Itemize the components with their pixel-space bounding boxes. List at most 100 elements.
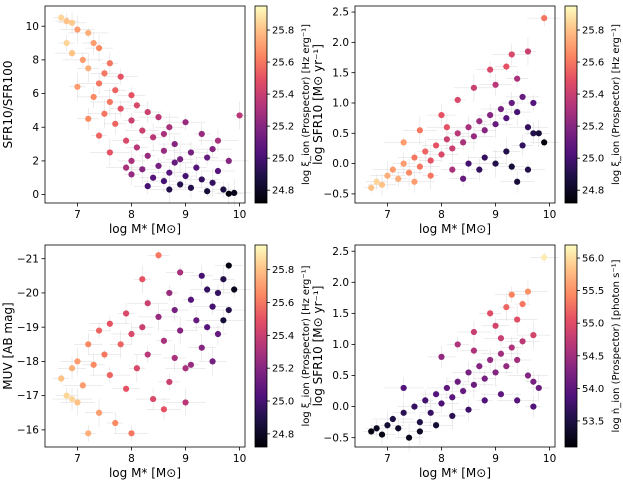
data-point <box>128 171 135 178</box>
y-axis-label: MUV [AB mag] <box>1 302 15 389</box>
data-point <box>487 66 494 73</box>
data-point <box>395 175 402 182</box>
data-point <box>416 127 423 134</box>
data-point <box>449 166 456 173</box>
data-point <box>204 188 211 195</box>
data-point <box>220 317 227 324</box>
data-point <box>373 178 380 185</box>
data-point <box>58 375 65 382</box>
y-tick-label: 1.5 <box>332 67 349 79</box>
data-point <box>214 330 222 338</box>
data-point <box>465 369 472 376</box>
colorbar-tick-label: 25.0 <box>582 154 604 165</box>
data-point <box>106 372 113 379</box>
data-point <box>95 409 103 416</box>
data-point <box>524 48 532 55</box>
data-point <box>454 130 461 137</box>
data-point <box>373 425 380 432</box>
data-point <box>128 117 135 124</box>
data-point <box>378 431 386 438</box>
data-point <box>530 378 537 385</box>
y-tick-label: −16 <box>17 424 39 436</box>
data-point <box>204 154 211 161</box>
colorbar-tick-label: 24.8 <box>272 186 294 197</box>
data-point <box>514 178 521 185</box>
data-point <box>68 365 76 372</box>
data-point <box>209 146 216 153</box>
colorbar-tick-label: 25.6 <box>272 298 294 309</box>
colorbar-tick-label: 25.8 <box>272 265 294 276</box>
x-tick-label: 10 <box>233 209 246 221</box>
data-point <box>476 363 483 370</box>
data-point <box>171 159 178 166</box>
data-point <box>236 112 243 119</box>
data-point <box>465 124 472 131</box>
y-tick-label: 8 <box>32 54 39 66</box>
colorbar-frame <box>254 244 268 448</box>
x-tick-label: 9 <box>492 453 499 465</box>
data-point <box>389 166 396 173</box>
data-point <box>177 181 184 188</box>
data-point <box>443 124 450 131</box>
data-point <box>519 93 526 101</box>
plot-area <box>355 245 555 447</box>
data-point <box>74 399 81 406</box>
data-point <box>68 50 76 57</box>
plot-frame <box>354 5 556 204</box>
data-point <box>144 351 151 358</box>
data-point <box>106 320 113 327</box>
y-tick-label: −18 <box>17 356 39 368</box>
data-point <box>177 156 184 163</box>
x-tick-label: 10 <box>543 453 556 465</box>
x-tick-label: 9 <box>492 209 499 221</box>
colorbar-tick-label: 24.8 <box>582 186 604 197</box>
data-point <box>187 361 195 368</box>
data-point <box>122 385 130 392</box>
data-point <box>411 154 418 161</box>
y-tick-label: 0 <box>32 189 39 201</box>
data-point <box>492 121 499 128</box>
data-point <box>378 181 386 188</box>
data-point <box>443 136 450 143</box>
x-tick-label: 7 <box>384 453 391 465</box>
data-point <box>530 403 537 410</box>
colorbar-frame <box>564 5 578 204</box>
data-point <box>58 14 65 21</box>
y-tick-label: 10 <box>26 21 39 33</box>
x-tick-label: 8 <box>128 453 135 465</box>
colorbar <box>255 245 267 447</box>
data-point <box>85 115 92 122</box>
data-point <box>122 310 130 317</box>
colorbar-tick-label: 56.0 <box>582 254 604 265</box>
data-point <box>171 140 178 148</box>
data-point <box>106 149 113 156</box>
colorbar-tick-label: 54.5 <box>582 351 604 362</box>
data-point <box>79 382 86 389</box>
data-point <box>519 142 526 149</box>
data-point <box>524 288 532 295</box>
panel-bl: 7 8 9 10 −16 −17 −18 −19 −20 −21 log M* [M⊙] MUV [A… <box>1 244 312 480</box>
data-point <box>492 81 499 88</box>
data-point <box>503 148 510 155</box>
data-point <box>150 134 157 141</box>
data-point <box>182 119 189 126</box>
data-point <box>112 419 119 427</box>
y-tick-label: 0.5 <box>332 128 349 140</box>
y-tick-label: 2.5 <box>332 7 349 19</box>
data-point <box>514 316 521 323</box>
x-axis-label: log M* [M⊙] <box>109 222 181 236</box>
data-point <box>508 51 515 58</box>
data-point <box>182 399 189 406</box>
data-point <box>416 428 423 435</box>
y-tick-label: −0.5 <box>324 189 350 201</box>
data-point <box>454 341 461 348</box>
data-point <box>422 148 429 155</box>
data-point <box>481 397 488 404</box>
data-point <box>497 105 505 113</box>
data-point <box>128 92 135 99</box>
data-point <box>133 102 140 109</box>
x-axis-label: log M* [M⊙] <box>109 466 181 480</box>
data-point <box>160 147 168 154</box>
plot-frame <box>44 244 246 448</box>
data-point <box>198 344 205 351</box>
